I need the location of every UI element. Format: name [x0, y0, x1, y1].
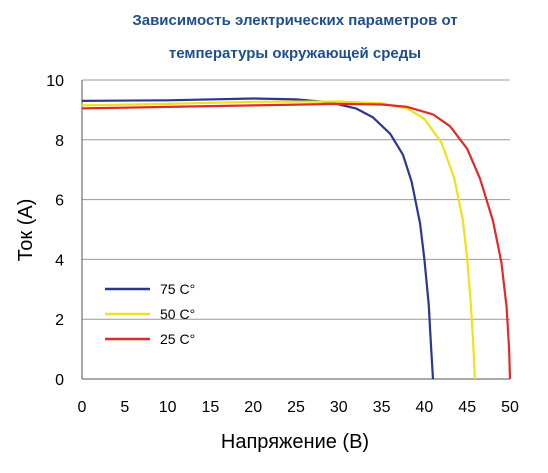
series-line-1: [81, 100, 476, 380]
x-tick-label: 15: [202, 399, 220, 416]
series-line-2: [81, 102, 512, 380]
y-tick-label: 6: [55, 193, 64, 210]
x-tick-label: 50: [501, 399, 519, 416]
x-tick-label: 40: [416, 399, 434, 416]
chart-title-line-2: температуры окружающей среды: [168, 45, 422, 62]
x-tick-label: 0: [78, 399, 87, 416]
x-tick-label: 20: [244, 399, 262, 416]
y-tick-label: 10: [46, 73, 64, 90]
x-tick-label: 25: [287, 399, 305, 416]
x-tick-label: 45: [458, 399, 476, 416]
y-tick-label: 0: [55, 372, 64, 389]
curves: [81, 97, 512, 380]
y-tick-labels: 0 2 4 6 8 10: [46, 73, 64, 389]
legend-label-1: 50 C°: [160, 306, 195, 322]
x-tick-label: 10: [159, 399, 177, 416]
y-tick-label: 4: [55, 252, 64, 269]
legend-label-0: 75 C°: [160, 281, 195, 297]
gridlines: [82, 79, 510, 320]
x-tick-label: 5: [120, 399, 129, 416]
chart-title-line-1: Зависимость электрических параметров от: [132, 12, 458, 29]
x-axis-title: Напряжение (В): [221, 431, 369, 453]
legend-label-2: 25 C°: [160, 331, 195, 347]
y-tick-label: 8: [55, 133, 64, 150]
x-tick-label: 30: [330, 399, 348, 416]
series-line-0: [81, 97, 435, 380]
y-axis-title: Ток (А): [15, 199, 37, 262]
x-tick-label: 35: [373, 399, 391, 416]
y-tick-label: 2: [55, 312, 64, 329]
axes: [81, 80, 510, 380]
legend: 75 C° 50 C° 25 C°: [105, 281, 195, 347]
x-tick-labels: 0 5 10 15 20 25 30 35 40 45 50: [78, 399, 519, 416]
